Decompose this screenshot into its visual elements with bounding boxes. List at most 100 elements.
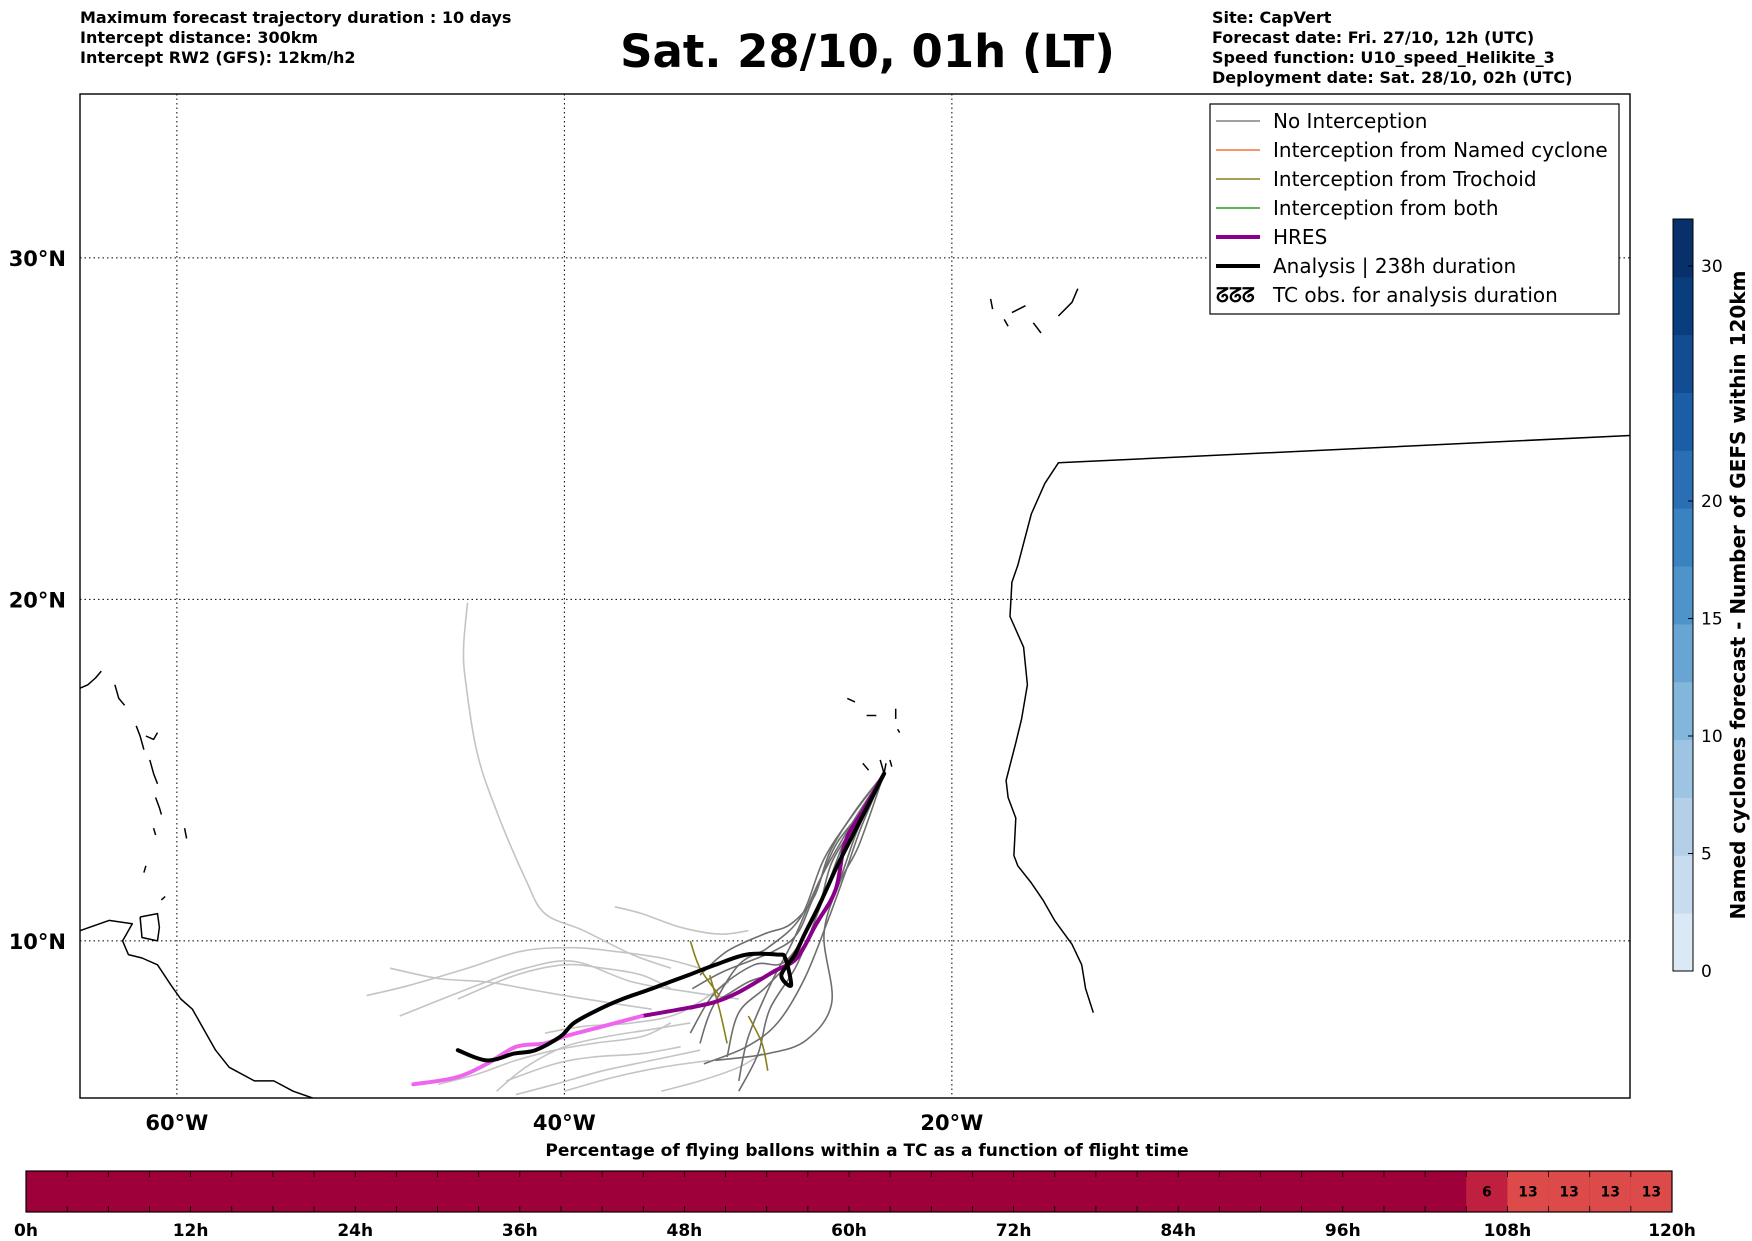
analysis-track (455, 771, 887, 1063)
colorbar-tick-label: 5 (1701, 845, 1712, 865)
legend-entry-label: Interception from both (1273, 196, 1499, 220)
cape-verde-island-coastline (889, 759, 893, 767)
colorbar-segment (1673, 219, 1693, 278)
colorbar-segment (1673, 855, 1693, 914)
colorbar-tick-label: 10 (1701, 727, 1723, 747)
trajectory-no-interception-faded (399, 960, 739, 1017)
legend-entry-label: Analysis | 238h duration (1273, 254, 1516, 278)
lat-tick-label: 10°N (9, 930, 66, 954)
progress-cell (1589, 1171, 1631, 1212)
lon-tick-label: 60°W (145, 1111, 208, 1135)
progress-tick-label: 24h (337, 1221, 373, 1241)
trajectory-no-interception-faded (496, 1022, 691, 1092)
progress-cell-value: 13 (1518, 1185, 1537, 1201)
site-text: Site: CapVert (1212, 8, 1332, 27)
trajectory-no-interception (699, 773, 885, 1044)
colorbar-segment (1673, 623, 1693, 683)
progress-bar: Percentage of flying ballons within a TC… (14, 1141, 1696, 1241)
trajectory-no-interception-faded (515, 1049, 701, 1096)
legend-entry-label: No Interception (1273, 109, 1427, 133)
progress-cell (1507, 1171, 1549, 1212)
legend-entry-label: TC obs. for analysis duration (1272, 283, 1558, 307)
colorbar-frame (1672, 218, 1694, 972)
trajectory-interception-trochoid (689, 940, 721, 997)
trajectory-no-interception-faded (462, 602, 672, 969)
intercept-rw2-text: Intercept RW2 (GFS): 12km/h2 (80, 48, 356, 67)
trajectory-no-interception (715, 773, 885, 1062)
speed-function-text: Speed function: U10_speed_Helikite_3 (1212, 48, 1555, 67)
progress-cell (1548, 1171, 1590, 1212)
lon-tick-label: 20°W (920, 1111, 983, 1135)
trajectory-no-interception-faded (457, 963, 672, 1000)
colorbar-title: Named cyclones forecast - Number of GEFS… (1726, 271, 1750, 920)
colorbar-tick-label: 15 (1701, 610, 1723, 630)
progress-tick-label: 108h (1484, 1221, 1532, 1241)
island-coastline (143, 865, 147, 873)
south-america-coastline (80, 919, 314, 1098)
colorbar-segment (1673, 450, 1693, 509)
colorbar-segment (1673, 797, 1693, 856)
progress-cell (1466, 1171, 1508, 1212)
progress-bar-frame (25, 1170, 1673, 1213)
header-left-info: Maximum forecast trajectory duration : 1… (80, 8, 511, 68)
island-coastline (145, 732, 159, 741)
progress-tick-label: 60h (831, 1221, 867, 1241)
island-coastline (154, 797, 163, 815)
header-right-info: Site: CapVert Forecast date: Fri. 27/10,… (1212, 8, 1572, 88)
island-coastline (183, 828, 188, 839)
colorbar-segment (1673, 566, 1693, 625)
cape-verde-island-coastline (846, 697, 856, 703)
island-coastline (114, 684, 126, 706)
tc-obs-symbol: ᘔᘔᘔ (1216, 283, 1255, 307)
trajectory-interception-trochoid (747, 1015, 769, 1071)
colorbar-segment (1673, 334, 1693, 393)
coastlines (80, 288, 1630, 1098)
trajectories (366, 602, 887, 1096)
colorbar-tick-label: 30 (1701, 257, 1723, 277)
colorbar-segment (1673, 276, 1693, 336)
trajectory-no-interception-faded (614, 906, 749, 935)
progress-cell-value: 6 (1482, 1185, 1492, 1201)
canary-island-coastline (1032, 322, 1042, 334)
lat-tick-label: 30°N (9, 247, 66, 271)
trajectory-interception-trochoid (708, 974, 728, 1044)
deployment-date-text: Deployment date: Sat. 28/10, 02h (UTC) (1212, 68, 1573, 87)
page-title: Sat. 28/10, 01h (LT) (620, 25, 1115, 78)
africa-coastline (1005, 434, 1630, 1013)
legend-entry-label: Interception from Trochoid (1273, 167, 1537, 191)
island-coastline (80, 670, 102, 689)
island-coastline (135, 725, 145, 750)
colorbar-tick-label: 0 (1701, 962, 1712, 982)
progress-tick-label: 0h (14, 1221, 38, 1241)
canary-island-coastline (1011, 305, 1026, 314)
colorbar-tick-label: 20 (1701, 492, 1723, 512)
canary-island-coastline (1057, 288, 1079, 317)
trajectory-no-interception-faded (389, 967, 652, 1010)
progress-cell-value: 13 (1601, 1185, 1620, 1201)
trajectory-no-interception-faded (366, 946, 701, 997)
lon-tick-label: 40°W (533, 1111, 596, 1135)
max-duration-text: Maximum forecast trajectory duration : 1… (80, 8, 512, 27)
lat-tick-label: 20°N (9, 588, 66, 612)
tobago-coastline (160, 895, 166, 901)
trinidad-coastline (139, 912, 161, 942)
trajectory-no-interception-faded (661, 1052, 763, 1092)
cape-verde-island-coastline (862, 762, 870, 771)
progress-tick-label: 120h (1648, 1221, 1696, 1241)
island-coastline (149, 759, 159, 785)
colorbar-segment (1673, 681, 1693, 741)
canary-island-coastline (1003, 319, 1009, 327)
legend-box (1209, 103, 1620, 315)
trajectory-no-interception (703, 773, 885, 1065)
colorbar-segment (1673, 392, 1693, 451)
legend-entry-label: HRES (1273, 225, 1327, 249)
intercept-distance-text: Intercept distance: 300km (80, 28, 319, 47)
legend-entry-label: Interception from Named cyclone (1273, 138, 1608, 162)
progress-tick-label: 72h (996, 1221, 1032, 1241)
colorbar-segment (1673, 913, 1693, 972)
hres-track-late (411, 1014, 644, 1087)
progress-tick-label: 96h (1325, 1221, 1361, 1241)
axis-tick-labels: 60°W 40°W 20°W 30°N 20°N 10°N (9, 247, 984, 1135)
